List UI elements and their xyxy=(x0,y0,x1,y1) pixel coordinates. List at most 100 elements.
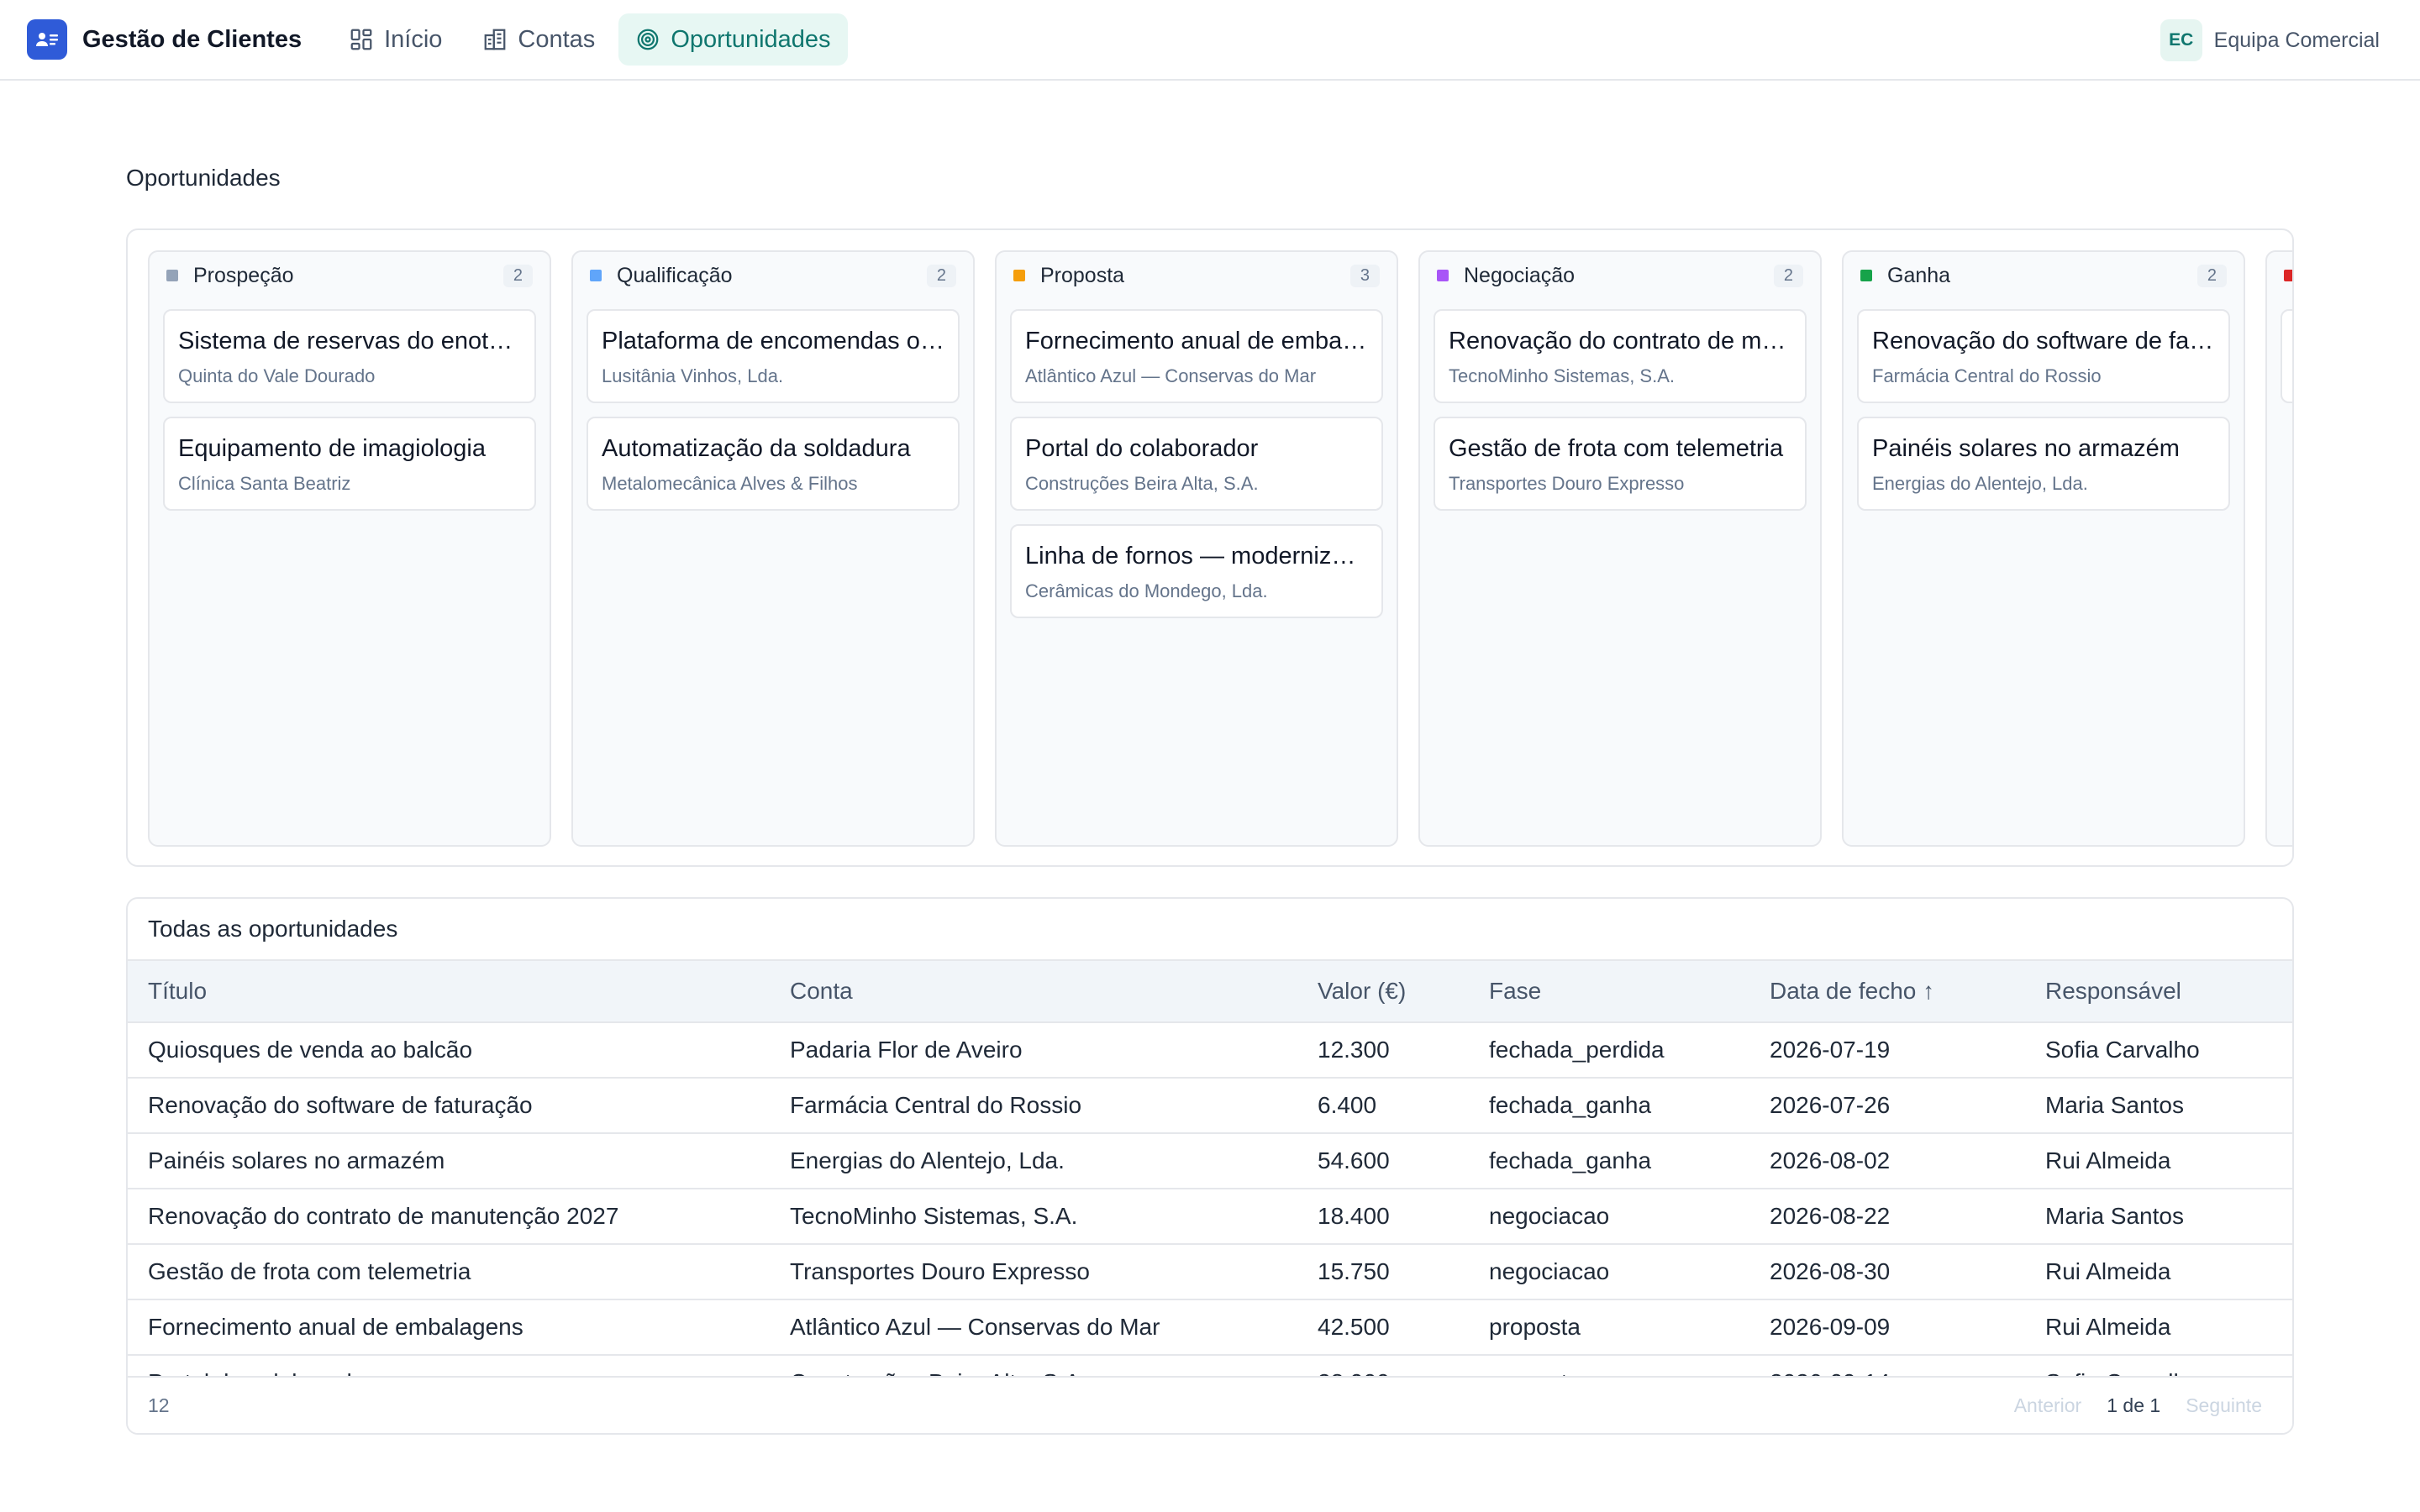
card-title: Linha de fornos — modernização xyxy=(1025,543,1368,570)
cell-titulo: Quiosques de venda ao balcão xyxy=(148,1037,473,1063)
kanban-column: Negociação 2 Renovação do contrato de ma… xyxy=(1418,250,1822,847)
column-header: Ganha 2 xyxy=(1844,252,2244,299)
cell-conta: Transportes Douro Expresso xyxy=(790,1258,1090,1284)
building-icon xyxy=(485,29,506,50)
kanban-column: Qualificação 2 Plataforma de encomendas … xyxy=(571,250,975,847)
table-header-row: Título Conta Valor (€) Fase Data de fech… xyxy=(128,959,2292,1023)
total-count: 12 xyxy=(148,1394,170,1416)
table-row[interactable]: Gestão de frota com telemetria Transporte… xyxy=(128,1245,2292,1300)
card-account: Lusitânia Vinhos, Lda. xyxy=(602,365,784,386)
cell-fase: fechada_ganha xyxy=(1489,1092,1652,1118)
card-account: TecnoMinho Sistemas, S.A. xyxy=(1449,365,1676,386)
table-scroll-area[interactable]: Título Conta Valor (€) Fase Data de fech… xyxy=(128,959,2292,1433)
opportunity-card[interactable]: Plataforma de encomendas online Lusitâni… xyxy=(587,309,960,403)
opportunities-table-card: Todas as oportunidades Título Conta Valo… xyxy=(126,897,2294,1435)
cell-responsavel: Sofia Carvalho xyxy=(2045,1037,2200,1063)
opportunity-card[interactable]: Fornecimento anual de embalagens Atlânti… xyxy=(1010,309,1383,403)
column-header: Qualificação 2 xyxy=(573,252,973,299)
column-header: Proposta 3 xyxy=(997,252,1397,299)
cell-fase: fechada_perdida xyxy=(1489,1037,1665,1063)
kanban-column: Ganha 2 Renovação do software de faturaç… xyxy=(1842,250,2245,847)
next-page-button[interactable]: Seguinte xyxy=(2186,1394,2262,1416)
table-row[interactable]: Painéis solares no armazém Energias do Al… xyxy=(128,1134,2292,1189)
opportunity-card[interactable]: Portal do colaborador Construções Beira … xyxy=(1010,417,1383,511)
contacts-logo-icon xyxy=(27,19,67,60)
kanban-column: Proposta 3 Fornecimento anual de embalag… xyxy=(995,250,1398,847)
column-header-titulo[interactable]: Título xyxy=(148,978,208,1004)
column-count-badge: 2 xyxy=(2196,264,2227,287)
cell-valor: 18.400 xyxy=(1318,1203,1390,1229)
cell-valor: 6.400 xyxy=(1318,1092,1377,1118)
card-title: Sistema de reservas do enoturismo xyxy=(178,328,521,354)
column-header-fase[interactable]: Fase xyxy=(1489,978,1542,1004)
column-header-responsavel[interactable]: Responsável xyxy=(2045,978,2181,1004)
cell-titulo: Renovação do software de faturação xyxy=(148,1092,533,1118)
cell-conta: TecnoMinho Sistemas, S.A. xyxy=(790,1203,1078,1229)
cell-valor: 54.600 xyxy=(1318,1147,1390,1173)
column-header: Negociação 2 xyxy=(1420,252,1820,299)
cell-data-fecho: 2026-09-09 xyxy=(1770,1314,1891,1340)
column-header-conta[interactable]: Conta xyxy=(790,978,853,1004)
cell-valor: 42.500 xyxy=(1318,1314,1390,1340)
app-name: Gestão de Clientes xyxy=(82,25,302,53)
opportunity-card[interactable]: Renovação do software de faturação Farmá… xyxy=(1857,309,2230,403)
cell-conta: Farmácia Central do Rossio xyxy=(790,1092,1082,1118)
opportunity-card[interactable] xyxy=(2281,309,2292,403)
card-title: Equipamento de imagiologia xyxy=(178,435,486,462)
card-account: Atlântico Azul — Conservas do Mar xyxy=(1025,365,1317,386)
column-title: Proposta xyxy=(1040,263,1125,287)
card-title: Plataforma de encomendas online xyxy=(602,328,944,354)
nav-item-oportunidades[interactable]: Oportunidades xyxy=(618,13,848,66)
target-icon xyxy=(637,29,659,50)
nav-item-inicio[interactable]: Início xyxy=(332,13,459,66)
cell-data-fecho: 2026-07-26 xyxy=(1770,1092,1891,1118)
column-header-valor[interactable]: Valor (€) xyxy=(1318,978,1407,1004)
opportunity-card[interactable]: Linha de fornos — modernização Cerâmicas… xyxy=(1010,524,1383,618)
card-title: Renovação do software de faturação xyxy=(1872,328,2215,354)
card-title: Renovação do contrato de manutenção 2027 xyxy=(1449,328,1791,354)
card-account: Metalomecânica Alves & Filhos xyxy=(602,473,858,494)
opportunity-card[interactable]: Gestão de frota com telemetria Transport… xyxy=(1434,417,1807,511)
nav-item-contas[interactable]: Contas xyxy=(466,13,612,66)
brand[interactable]: Gestão de Clientes xyxy=(27,19,302,60)
avatar: EC xyxy=(2160,19,2202,61)
pagination: Anterior 1 de 1 Seguinte xyxy=(2014,1394,2262,1417)
main-nav: Início Contas Oportunidades xyxy=(332,13,854,66)
cell-titulo: Renovação do contrato de manutenção 2027 xyxy=(148,1203,619,1229)
dashboard-icon xyxy=(350,29,372,50)
column-count-badge: 2 xyxy=(502,264,533,287)
table-body: Quiosques de venda ao balcão Padaria Flor… xyxy=(128,1023,2292,1411)
card-account: Quinta do Vale Dourado xyxy=(178,365,376,386)
column-title: Ganha xyxy=(1887,263,1951,287)
cell-responsavel: Rui Almeida xyxy=(2045,1314,2171,1340)
opportunity-card[interactable]: Sistema de reservas do enoturismo Quinta… xyxy=(163,309,536,403)
table-row[interactable]: Renovação do software de faturação Farmác… xyxy=(128,1079,2292,1134)
opportunity-card[interactable]: Equipamento de imagiologia Clínica Santa… xyxy=(163,417,536,511)
team-name: Equipa Comercial xyxy=(2213,28,2380,52)
stage-color-marker xyxy=(166,270,178,281)
card-account: Energias do Alentejo, Lda. xyxy=(1872,473,2088,494)
cell-titulo: Fornecimento anual de embalagens xyxy=(148,1314,523,1340)
table-row[interactable]: Fornecimento anual de embalagens Atlântic… xyxy=(128,1300,2292,1356)
cell-responsavel: Rui Almeida xyxy=(2045,1258,2171,1284)
cell-responsavel: Rui Almeida xyxy=(2045,1147,2171,1173)
cell-responsavel: Maria Santos xyxy=(2045,1203,2184,1229)
column-count-badge: 3 xyxy=(1349,264,1380,287)
card-account: Cerâmicas do Mondego, Lda. xyxy=(1025,580,1268,601)
team-menu[interactable]: EC Equipa Comercial xyxy=(2160,0,2380,81)
nav-item-label: Contas xyxy=(518,25,596,53)
previous-page-button[interactable]: Anterior xyxy=(2013,1394,2082,1416)
table-row[interactable]: Quiosques de venda ao balcão Padaria Flor… xyxy=(128,1023,2292,1079)
cell-valor: 15.750 xyxy=(1318,1258,1390,1284)
cell-conta: Padaria Flor de Aveiro xyxy=(790,1037,1023,1063)
column-header-data-fecho[interactable]: Data de fecho ↑ xyxy=(1770,978,1935,1004)
card-account: Transportes Douro Expresso xyxy=(1449,473,1685,494)
stage-color-marker xyxy=(2284,270,2292,281)
opportunity-card[interactable]: Painéis solares no armazém Energias do A… xyxy=(1857,417,2230,511)
card-title: Automatização da soldadura xyxy=(602,435,911,462)
table-row[interactable]: Renovação do contrato de manutenção 2027… xyxy=(128,1189,2292,1245)
opportunity-card[interactable]: Automatização da soldadura Metalomecânic… xyxy=(587,417,960,511)
cell-fase: negociacao xyxy=(1489,1258,1610,1284)
column-count-badge: 2 xyxy=(926,264,956,287)
opportunity-card[interactable]: Renovação do contrato de manutenção 2027… xyxy=(1434,309,1807,403)
